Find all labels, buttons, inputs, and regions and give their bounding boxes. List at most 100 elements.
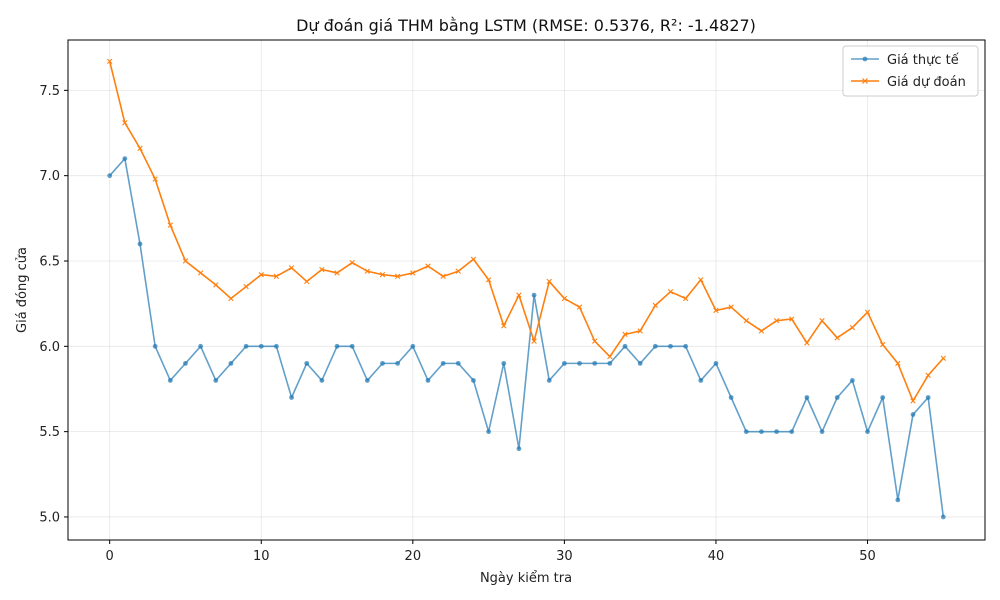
- x-axis-label: Ngày kiểm tra: [480, 571, 572, 586]
- data-point: [819, 429, 825, 435]
- data-point: [622, 331, 628, 338]
- data-point: [274, 343, 279, 349]
- data-point: [758, 328, 765, 334]
- x-tick-label: 40: [708, 549, 725, 564]
- legend-marker-predicted: [862, 78, 868, 84]
- data-point: [819, 318, 825, 324]
- data-point: [197, 270, 204, 276]
- data-point: [849, 378, 855, 383]
- data-point: [273, 273, 280, 280]
- data-point: [440, 273, 446, 280]
- data-point: [152, 176, 158, 182]
- data-point: [773, 318, 780, 324]
- data-point: [910, 412, 916, 417]
- data-point: [167, 222, 173, 228]
- data-point: [849, 324, 856, 331]
- data-point: [288, 265, 295, 271]
- data-point: [834, 395, 840, 400]
- data-point: [334, 343, 340, 349]
- data-point: [592, 338, 598, 344]
- data-point: [546, 278, 552, 285]
- data-point: [258, 271, 264, 278]
- legend-marker-actual: [862, 56, 868, 62]
- data-point: [880, 395, 886, 400]
- legend-label-actual: Giá thực tế: [887, 53, 959, 68]
- data-point: [334, 270, 340, 276]
- data-point: [774, 429, 779, 435]
- data-point: [455, 360, 461, 366]
- data-point: [728, 395, 734, 400]
- data-point: [895, 360, 901, 367]
- data-point: [228, 295, 234, 302]
- data-point: [743, 318, 749, 324]
- data-point: [379, 271, 386, 278]
- legend-label-predicted: Giá dự đoán: [887, 75, 966, 90]
- data-point: [137, 241, 143, 247]
- data-point: [485, 277, 492, 283]
- data-point: [198, 343, 204, 349]
- y-tick-label: 7.5: [39, 84, 60, 99]
- data-point: [804, 340, 810, 346]
- data-point: [182, 258, 189, 264]
- data-point: [652, 302, 659, 309]
- data-point: [531, 292, 537, 298]
- data-point: [667, 289, 674, 295]
- data-point: [107, 173, 113, 179]
- data-point: [910, 398, 916, 404]
- data-point: [607, 360, 613, 366]
- data-point: [834, 335, 840, 341]
- data-point: [880, 341, 886, 348]
- data-point: [652, 343, 658, 349]
- data-point: [622, 343, 628, 349]
- data-point: [394, 273, 401, 280]
- series-layer: [106, 58, 947, 520]
- data-point: [743, 429, 749, 435]
- data-point: [258, 343, 264, 349]
- data-point: [380, 360, 385, 366]
- data-point: [167, 378, 173, 383]
- series-actual: [107, 156, 946, 520]
- data-point: [455, 268, 461, 274]
- data-point: [364, 268, 371, 274]
- data-point: [304, 278, 310, 285]
- data-point: [395, 360, 401, 366]
- data-point: [122, 156, 128, 162]
- data-point: [304, 360, 310, 366]
- data-point: [425, 378, 431, 383]
- y-tick-label: 5.0: [39, 510, 60, 525]
- data-point: [789, 429, 795, 435]
- data-point: [137, 145, 143, 152]
- data-point: [122, 120, 128, 126]
- data-point: [228, 360, 234, 366]
- y-tick-label: 5.5: [39, 425, 60, 440]
- data-point: [501, 360, 507, 366]
- data-point: [440, 360, 446, 366]
- data-point: [516, 446, 522, 452]
- x-tick-label: 10: [253, 549, 270, 564]
- data-point: [577, 360, 582, 366]
- data-point: [546, 378, 552, 383]
- data-point: [698, 378, 704, 383]
- data-point: [319, 266, 325, 273]
- axis-ticks: 0 10 20 30 40 50 5.0 5.5 6.0 6.5 7.0 7.5: [39, 84, 875, 564]
- data-point: [471, 378, 476, 383]
- data-point: [865, 429, 870, 435]
- data-point: [213, 378, 219, 383]
- chart-title: Dự đoán giá THM bằng LSTM (RMSE: 0.5376,…: [296, 16, 756, 35]
- data-point: [152, 343, 158, 349]
- data-point: [940, 355, 947, 361]
- data-point: [607, 353, 613, 360]
- legend: Giá thực tế Giá dự đoán: [842, 45, 979, 97]
- plot-frame: [67, 39, 986, 541]
- x-tick-label: 30: [556, 549, 573, 564]
- data-point: [713, 360, 719, 366]
- data-point: [516, 292, 522, 298]
- data-point: [106, 58, 113, 65]
- data-point: [925, 372, 931, 379]
- data-point: [864, 309, 871, 315]
- data-point: [425, 263, 431, 269]
- data-point: [637, 328, 643, 334]
- data-point: [183, 360, 188, 366]
- data-point: [713, 307, 719, 314]
